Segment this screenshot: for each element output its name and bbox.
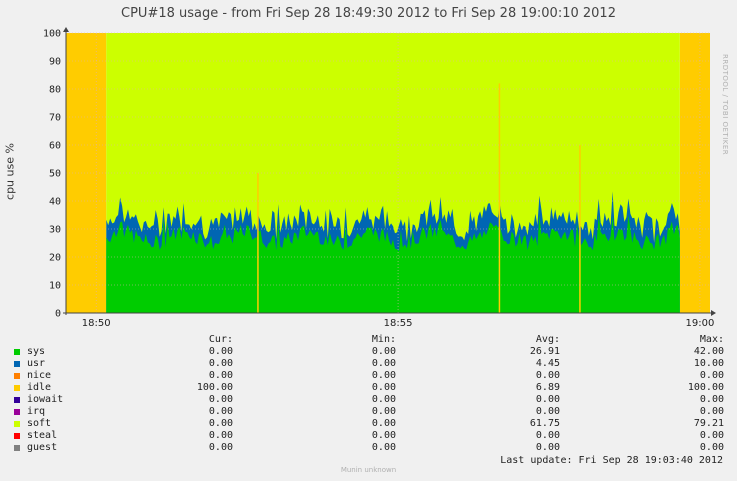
legend-header: Cur: bbox=[208, 334, 233, 345]
legend-row-soft: soft 0.00 0.00 61.75 79.21 bbox=[0, 418, 737, 430]
legend-swatch bbox=[14, 421, 20, 427]
legend-value-avg: 0.00 bbox=[535, 406, 560, 417]
legend-value-cur: 100.00 bbox=[196, 382, 233, 393]
legend-swatch bbox=[14, 349, 20, 355]
legend-label: steal bbox=[27, 430, 58, 441]
footer-munin: Munin unknown bbox=[340, 466, 397, 474]
y-tick-label: 100 bbox=[43, 29, 61, 40]
legend-label: irq bbox=[27, 406, 46, 417]
x-axis-arrow bbox=[711, 310, 716, 316]
legend-value-max: 79.21 bbox=[693, 418, 724, 429]
legend-label: usr bbox=[27, 358, 46, 369]
y-tick-label: 30 bbox=[49, 225, 61, 236]
legend-value-min: 0.00 bbox=[371, 430, 396, 441]
x-tick-label: 19:00 bbox=[686, 318, 715, 329]
legend-value-min: 0.00 bbox=[371, 346, 396, 357]
legend-swatch bbox=[14, 445, 20, 451]
legend-label: sys bbox=[27, 346, 46, 357]
legend-row-idle: idle 100.00 0.00 6.89 100.00 bbox=[0, 382, 737, 394]
legend-row-iowait: iowait 0.00 0.00 0.00 0.00 bbox=[0, 394, 737, 406]
legend-value-avg: 61.75 bbox=[529, 418, 560, 429]
legend-value-max: 0.00 bbox=[699, 442, 724, 453]
y-tick-label: 50 bbox=[49, 169, 61, 180]
legend-value-max: 0.00 bbox=[699, 406, 724, 417]
legend-value-cur: 0.00 bbox=[208, 418, 233, 429]
legend-value-min: 0.00 bbox=[371, 406, 396, 417]
legend-swatch bbox=[14, 397, 20, 403]
legend-value-max: 0.00 bbox=[699, 370, 724, 381]
legend-value-max: 100.00 bbox=[687, 382, 724, 393]
legend-value-cur: 0.00 bbox=[208, 370, 233, 381]
legend-value-min: 0.00 bbox=[371, 370, 396, 381]
legend-value-min: 0.00 bbox=[371, 358, 396, 369]
legend-row-irq: irq 0.00 0.00 0.00 0.00 bbox=[0, 406, 737, 418]
legend-row-usr: usr 0.00 0.00 4.45 10.00 bbox=[0, 358, 737, 370]
legend-header: Min: bbox=[371, 334, 396, 345]
legend-value-avg: 0.00 bbox=[535, 430, 560, 441]
legend-value-avg: 0.00 bbox=[535, 370, 560, 381]
legend-row-guest: guest 0.00 0.00 0.00 0.00 bbox=[0, 442, 737, 454]
legend-swatch bbox=[14, 385, 20, 391]
y-tick-label: 10 bbox=[49, 281, 61, 292]
legend-value-cur: 0.00 bbox=[208, 394, 233, 405]
legend-value-cur: 0.00 bbox=[208, 346, 233, 357]
legend-row-steal: steal 0.00 0.00 0.00 0.00 bbox=[0, 430, 737, 442]
legend-value-cur: 0.00 bbox=[208, 430, 233, 441]
legend-label: idle bbox=[27, 382, 52, 393]
legend-value-cur: 0.00 bbox=[208, 358, 233, 369]
legend-value-avg: 0.00 bbox=[535, 394, 560, 405]
y-axis-arrow bbox=[63, 27, 69, 32]
y-tick-label: 70 bbox=[49, 113, 61, 124]
y-tick-label: 60 bbox=[49, 141, 61, 152]
legend-label: guest bbox=[27, 442, 58, 453]
legend-value-avg: 6.89 bbox=[535, 382, 560, 393]
legend-value-cur: 0.00 bbox=[208, 442, 233, 453]
legend-value-min: 0.00 bbox=[371, 382, 396, 393]
legend-value-max: 0.00 bbox=[699, 430, 724, 441]
y-tick-label: 0 bbox=[55, 309, 61, 320]
x-tick-label: 18:55 bbox=[384, 318, 413, 329]
legend-value-avg: 26.91 bbox=[529, 346, 560, 357]
legend-swatch bbox=[14, 373, 20, 379]
y-tick-label: 80 bbox=[49, 85, 61, 96]
legend-value-min: 0.00 bbox=[371, 394, 396, 405]
x-tick-label: 18:50 bbox=[82, 318, 111, 329]
legend-header: Max: bbox=[699, 334, 724, 345]
idle-spike bbox=[257, 173, 259, 313]
legend-value-avg: 4.45 bbox=[535, 358, 560, 369]
legend-value-max: 10.00 bbox=[693, 358, 724, 369]
legend-value-max: 42.00 bbox=[693, 346, 724, 357]
legend-swatch bbox=[14, 433, 20, 439]
legend-value-avg: 0.00 bbox=[535, 442, 560, 453]
legend-value-cur: 0.00 bbox=[208, 406, 233, 417]
cpu-usage-chart: 0 10 20 30 40 50 60 70 80 90 100 18:50 18:55 19:00 bbox=[43, 27, 716, 329]
y-tick-label: 90 bbox=[49, 57, 61, 68]
legend-swatch bbox=[14, 409, 20, 415]
legend-header: Avg: bbox=[535, 334, 560, 345]
sys-area bbox=[106, 215, 680, 313]
legend-value-min: 0.00 bbox=[371, 442, 396, 453]
graph-title: CPU#18 usage - from Fri Sep 28 18:49:30 … bbox=[121, 6, 616, 21]
legend-label: soft bbox=[27, 418, 52, 429]
y-tick-label: 20 bbox=[49, 253, 61, 264]
legend-value-min: 0.00 bbox=[371, 418, 396, 429]
legend-swatch bbox=[14, 361, 20, 367]
last-update: Last update: Fri Sep 28 19:03:40 2012 bbox=[500, 455, 723, 466]
legend-row-nice: nice 0.00 0.00 0.00 0.00 bbox=[0, 370, 737, 382]
legend-label: nice bbox=[27, 370, 52, 381]
legend-label: iowait bbox=[27, 394, 64, 405]
legend-row-sys: sys 0.00 0.00 26.91 42.00 bbox=[0, 346, 737, 358]
y-tick-label: 40 bbox=[49, 197, 61, 208]
legend-value-max: 0.00 bbox=[699, 394, 724, 405]
idle-spike bbox=[498, 83, 501, 314]
